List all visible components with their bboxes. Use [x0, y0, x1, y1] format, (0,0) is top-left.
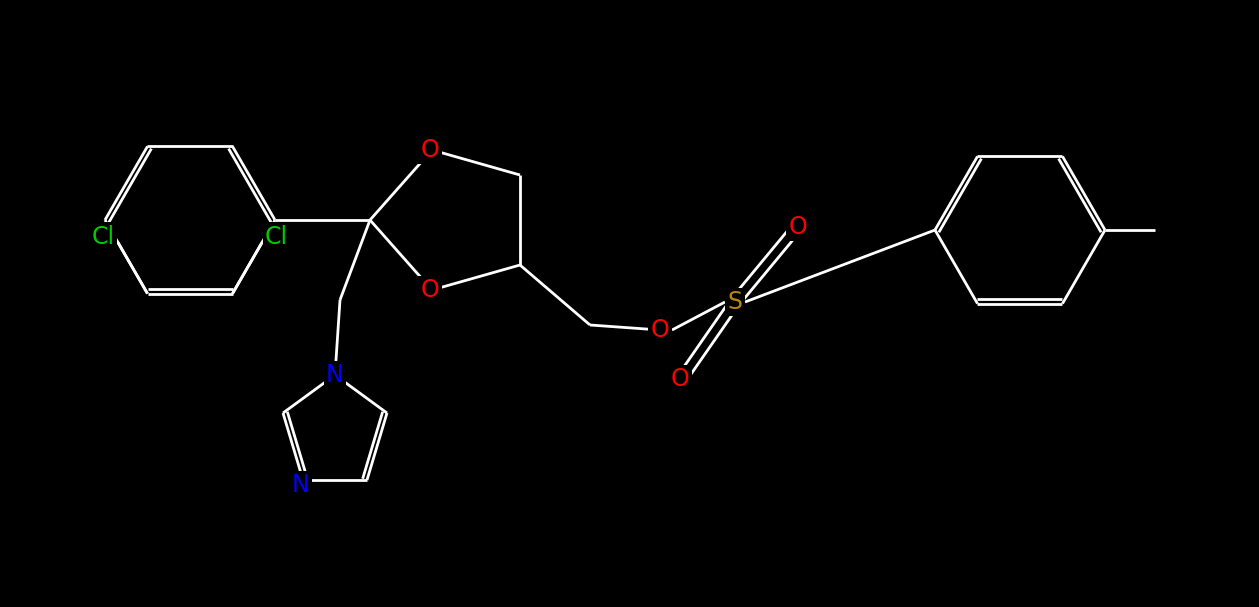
- Text: O: O: [651, 318, 670, 342]
- Text: Cl: Cl: [264, 225, 288, 249]
- Text: O: O: [788, 215, 807, 239]
- Text: N: N: [326, 363, 344, 387]
- Text: O: O: [671, 367, 690, 391]
- Text: N: N: [292, 473, 310, 497]
- Text: O: O: [421, 278, 439, 302]
- Text: Cl: Cl: [92, 225, 115, 249]
- Text: S: S: [728, 290, 743, 314]
- Text: O: O: [421, 138, 439, 162]
